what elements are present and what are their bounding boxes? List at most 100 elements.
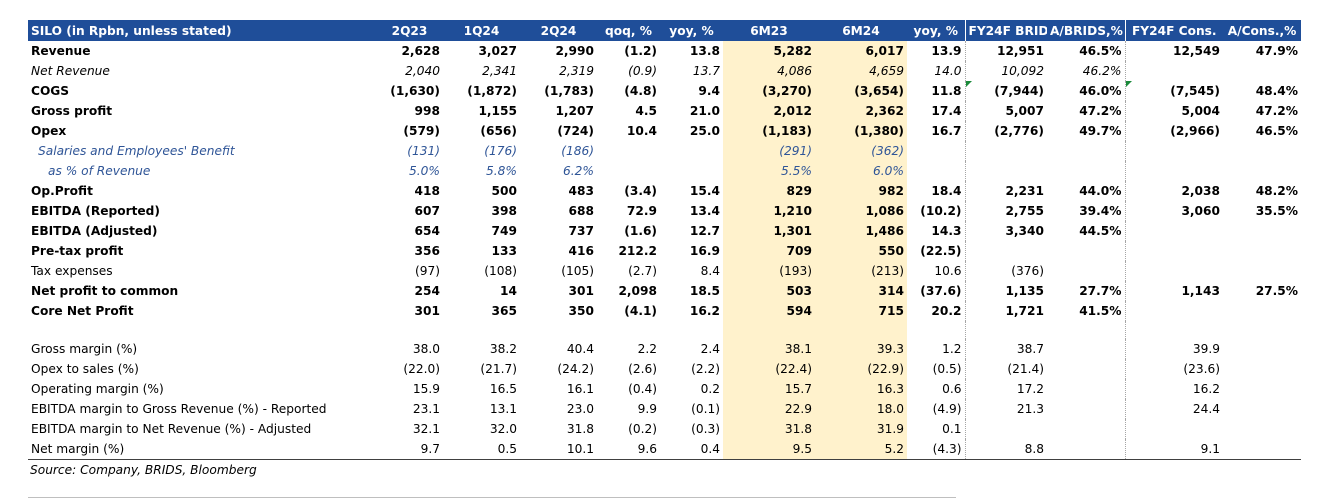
table-cell: 16.9: [689, 244, 720, 258]
table-cell: 13.7: [692, 64, 720, 78]
header-1q24: 1Q24: [443, 20, 520, 41]
table-cell: 3,027: [478, 44, 517, 58]
table-cell: [1223, 141, 1301, 161]
table-cell: 5.2: [815, 439, 907, 460]
table-cell: 10.6: [934, 264, 962, 278]
table-cell: [907, 161, 965, 181]
table-cell: (1,872): [467, 84, 517, 98]
table-cell: 25.0: [689, 124, 720, 138]
row-label: Operating margin (%): [31, 382, 164, 396]
table-cell: 44.0%: [1079, 184, 1122, 198]
table-cell: [1223, 419, 1301, 439]
row-label: Core Net Profit: [31, 304, 134, 318]
table-cell: (21.7): [480, 362, 517, 376]
table-cell: [1124, 221, 1223, 241]
row-label: Pre-tax profit: [31, 244, 124, 258]
table-cell: 44.5%: [1079, 224, 1122, 238]
row-label: Opex: [31, 124, 67, 138]
table-cell: 38.1: [723, 339, 815, 359]
table-cell: (1.6): [624, 224, 657, 238]
table-cell: (213): [815, 261, 907, 281]
header-fy24f-brids: FY24F BRIDS: [964, 20, 1047, 41]
table-cell: 301: [414, 304, 440, 318]
table-cell: 5,007: [964, 101, 1047, 121]
table-cell: 5,004: [1124, 101, 1223, 121]
table-cell: (131): [407, 144, 440, 158]
table-cell: (37.6): [920, 284, 962, 298]
table-cell: 6,017: [815, 41, 907, 61]
table-cell: 46.2%: [1082, 64, 1122, 78]
header-a-brids: A/BRIDS,%: [1047, 20, 1125, 41]
table-cell: [597, 161, 660, 181]
table-cell: 1,143: [1124, 281, 1223, 301]
header-6m23: 6M23: [723, 20, 815, 41]
table-cell: [1047, 419, 1125, 439]
table-cell: (7,944): [964, 81, 1047, 101]
row-label: Op.Profit: [31, 184, 93, 198]
table-cell: 1.2: [942, 342, 962, 356]
table-cell: [964, 161, 1047, 181]
table-cell: (4.1): [624, 304, 657, 318]
table-cell: 254: [414, 284, 440, 298]
table-row: EBITDA margin to Net Revenue (%) - Adjus…: [28, 419, 1301, 439]
header-6m24: 6M24: [815, 20, 907, 41]
row-label: Opex to sales (%): [31, 362, 139, 376]
table-cell: 9.5: [723, 439, 815, 460]
table-cell: 5,282: [723, 41, 815, 61]
table-cell: (105): [561, 264, 594, 278]
table-cell: 18.5: [689, 284, 720, 298]
table-cell: (1.2): [624, 44, 657, 58]
table-row: as % of Revenue 5.0% 5.8% 6.2% 5.5% 6.0%: [28, 161, 1301, 181]
table-cell: 5.5%: [723, 161, 815, 181]
table-row: Operating margin (%) 15.9 16.5 16.1 (0.4) 0.2…: [28, 379, 1301, 399]
table-row: Opex (579) (656) (724) 10.4 25.0 (1,183) (1,380…: [28, 121, 1301, 141]
table-cell: 38.7: [964, 339, 1047, 359]
table-header-row: SILO (in Rpbn, unless stated) 2Q23 1Q24 …: [28, 20, 1301, 41]
table-cell: 398: [491, 204, 517, 218]
table-cell: (1,630): [390, 84, 440, 98]
table-row: Pre-tax profit 356 133 416 212.2 16.9 709 550 (2…: [28, 241, 1301, 261]
header-qoq: qoq, %: [597, 20, 660, 41]
row-label: EBITDA margin to Net Revenue (%) - Adjus…: [31, 422, 312, 436]
table-cell: [1124, 141, 1223, 161]
table-cell: 17.4: [931, 104, 962, 118]
table-cell: 13.1: [489, 402, 517, 416]
table-cell: (193): [723, 261, 815, 281]
table-cell: (579): [403, 124, 440, 138]
table-cell: 22.9: [723, 399, 815, 419]
table-cell: [1223, 379, 1301, 399]
table-cell: (3,654): [815, 81, 907, 101]
table-cell: 5.8%: [486, 164, 517, 178]
table-cell: 3,340: [964, 221, 1047, 241]
table-cell: 1,135: [964, 281, 1047, 301]
row-label: Gross profit: [31, 104, 113, 118]
table-cell: (176): [484, 144, 517, 158]
row-label: COGS: [31, 84, 70, 98]
table-cell: [1223, 399, 1301, 419]
table-cell: 2,628: [401, 44, 440, 58]
table-cell: (4.3): [907, 439, 965, 460]
table-cell: [1223, 221, 1301, 241]
row-label: Revenue: [31, 44, 91, 58]
table-cell: 2,040: [405, 64, 440, 78]
table-cell: 1,721: [964, 301, 1047, 321]
table-cell: 32.1: [412, 422, 440, 436]
table-cell: (1,380): [815, 121, 907, 141]
table-cell: 14.3: [931, 224, 962, 238]
table-cell: [907, 321, 965, 339]
row-label: Tax expenses: [31, 264, 113, 278]
table-cell: 31.8: [566, 422, 594, 436]
table-cell: 1,301: [723, 221, 815, 241]
bottom-divider: [28, 497, 956, 498]
table-cell: (186): [561, 144, 594, 158]
table-cell: 21.3: [964, 399, 1047, 419]
table-cell: [964, 241, 1047, 261]
table-cell: (21.4): [964, 359, 1047, 379]
table-cell: 1,210: [723, 201, 815, 221]
table-cell: 2,341: [482, 64, 517, 78]
table-cell: 17.2: [964, 379, 1047, 399]
table-cell: 350: [568, 304, 594, 318]
table-cell: 15.7: [723, 379, 815, 399]
table-cell: [1223, 439, 1301, 460]
table-cell: (0.9): [628, 64, 657, 78]
